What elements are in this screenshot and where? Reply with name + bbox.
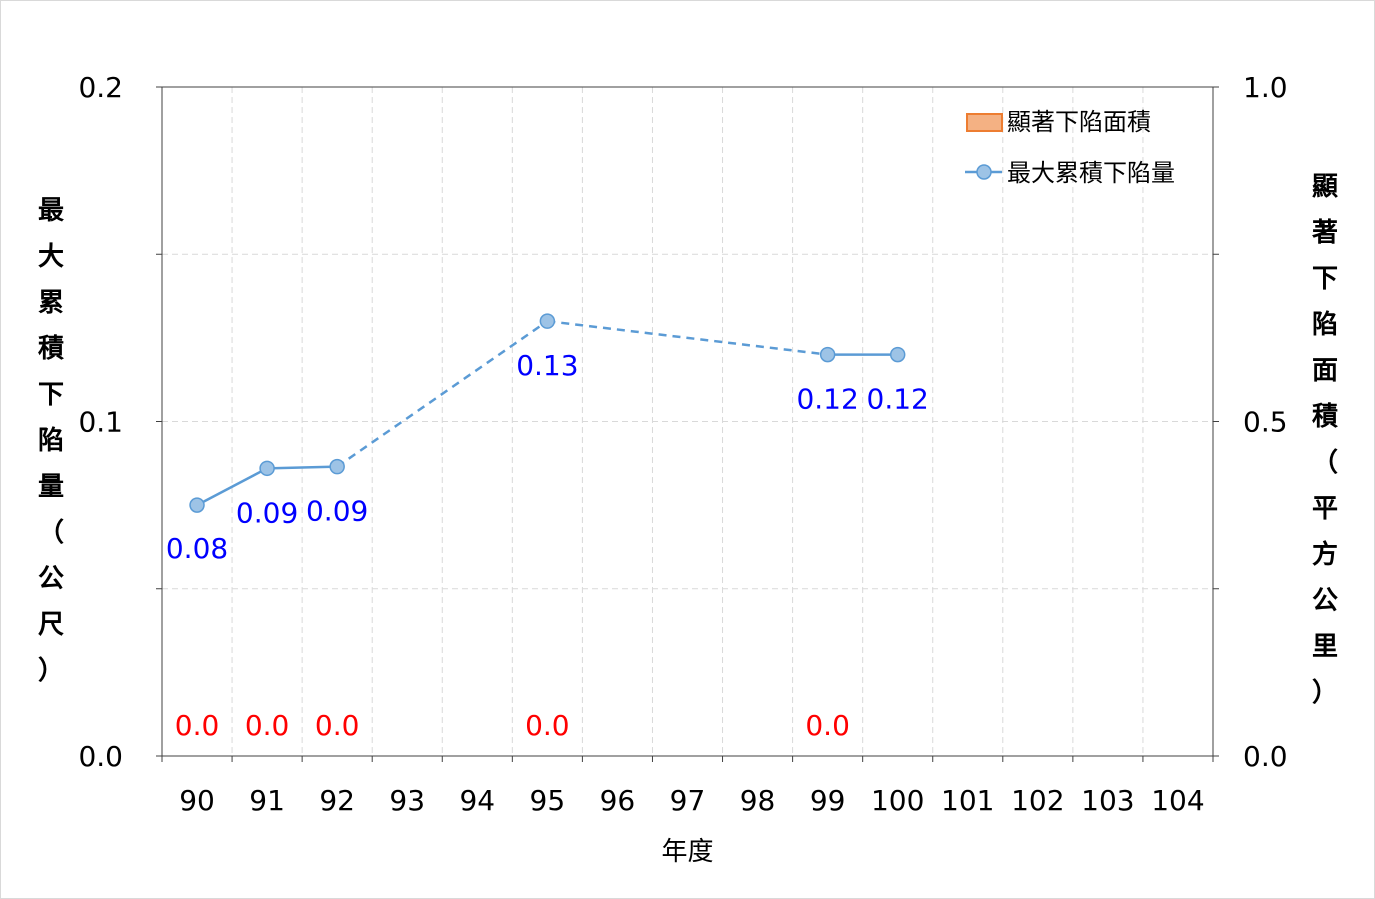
x-tick-label: 90 (179, 784, 215, 817)
y-axis-left-label: 最大累積下陷量（公尺） (37, 196, 64, 686)
line-marker (329, 458, 345, 475)
y-left-tick-label: 0.1 (78, 406, 123, 439)
line-marker (189, 497, 205, 513)
x-tick-label: 96 (600, 784, 636, 817)
y-left-tick-label: 0.2 (78, 71, 123, 104)
bar-data-label: 0.0 (175, 709, 220, 742)
line-data-label: 0.12 (867, 383, 929, 416)
x-tick-label: 97 (670, 784, 706, 817)
y-axis-right-label: 顯著下陷面積（平方公里） (1311, 172, 1338, 708)
line-data-label: 0.08 (166, 532, 228, 565)
x-tick-label: 92 (319, 784, 355, 817)
line-data-label: 0.13 (516, 349, 578, 382)
x-tick-label: 103 (1081, 784, 1134, 817)
x-tick-label: 91 (249, 784, 285, 817)
line-data-label: 0.09 (306, 495, 368, 528)
x-tick-label: 98 (740, 784, 776, 817)
legend-label-bar: 顯著下陷面積 (1007, 108, 1151, 136)
y-right-tick-label: 1.0 (1243, 71, 1288, 104)
bar-data-label: 0.0 (315, 709, 360, 742)
line-marker (889, 346, 906, 363)
bar-data-label: 0.0 (245, 709, 290, 742)
x-tick-label: 102 (1011, 784, 1064, 817)
x-tick-label: 95 (530, 784, 566, 817)
legend-label-line: 最大累積下陷量 (1007, 159, 1175, 187)
x-tick-label: 104 (1151, 784, 1204, 817)
line-data-label: 0.12 (796, 383, 858, 416)
line-marker (539, 313, 556, 329)
y-left-tick-label: 0.0 (78, 740, 123, 773)
line-segment (196, 467, 268, 507)
x-tick-label: 99 (810, 784, 846, 817)
bar-data-label: 0.0 (805, 709, 850, 742)
x-tick-label: 93 (389, 784, 425, 817)
line-marker (259, 460, 275, 477)
line-marker (819, 346, 836, 363)
line-segment (267, 465, 338, 470)
bar-data-label: 0.0 (525, 709, 570, 742)
y-right-tick-label: 0.5 (1243, 406, 1288, 439)
x-axis-label: 年度 (661, 837, 713, 867)
legend-swatch-bar (966, 113, 1003, 132)
x-tick-label: 101 (941, 784, 994, 817)
x-tick-label: 94 (459, 784, 495, 817)
legend-swatch-marker (976, 164, 992, 180)
y-right-tick-label: 0.0 (1243, 740, 1288, 773)
line-segment-gap (336, 320, 549, 468)
x-tick-label: 100 (871, 784, 924, 817)
line-data-label: 0.09 (236, 496, 298, 529)
line-segment-gap (547, 319, 828, 356)
